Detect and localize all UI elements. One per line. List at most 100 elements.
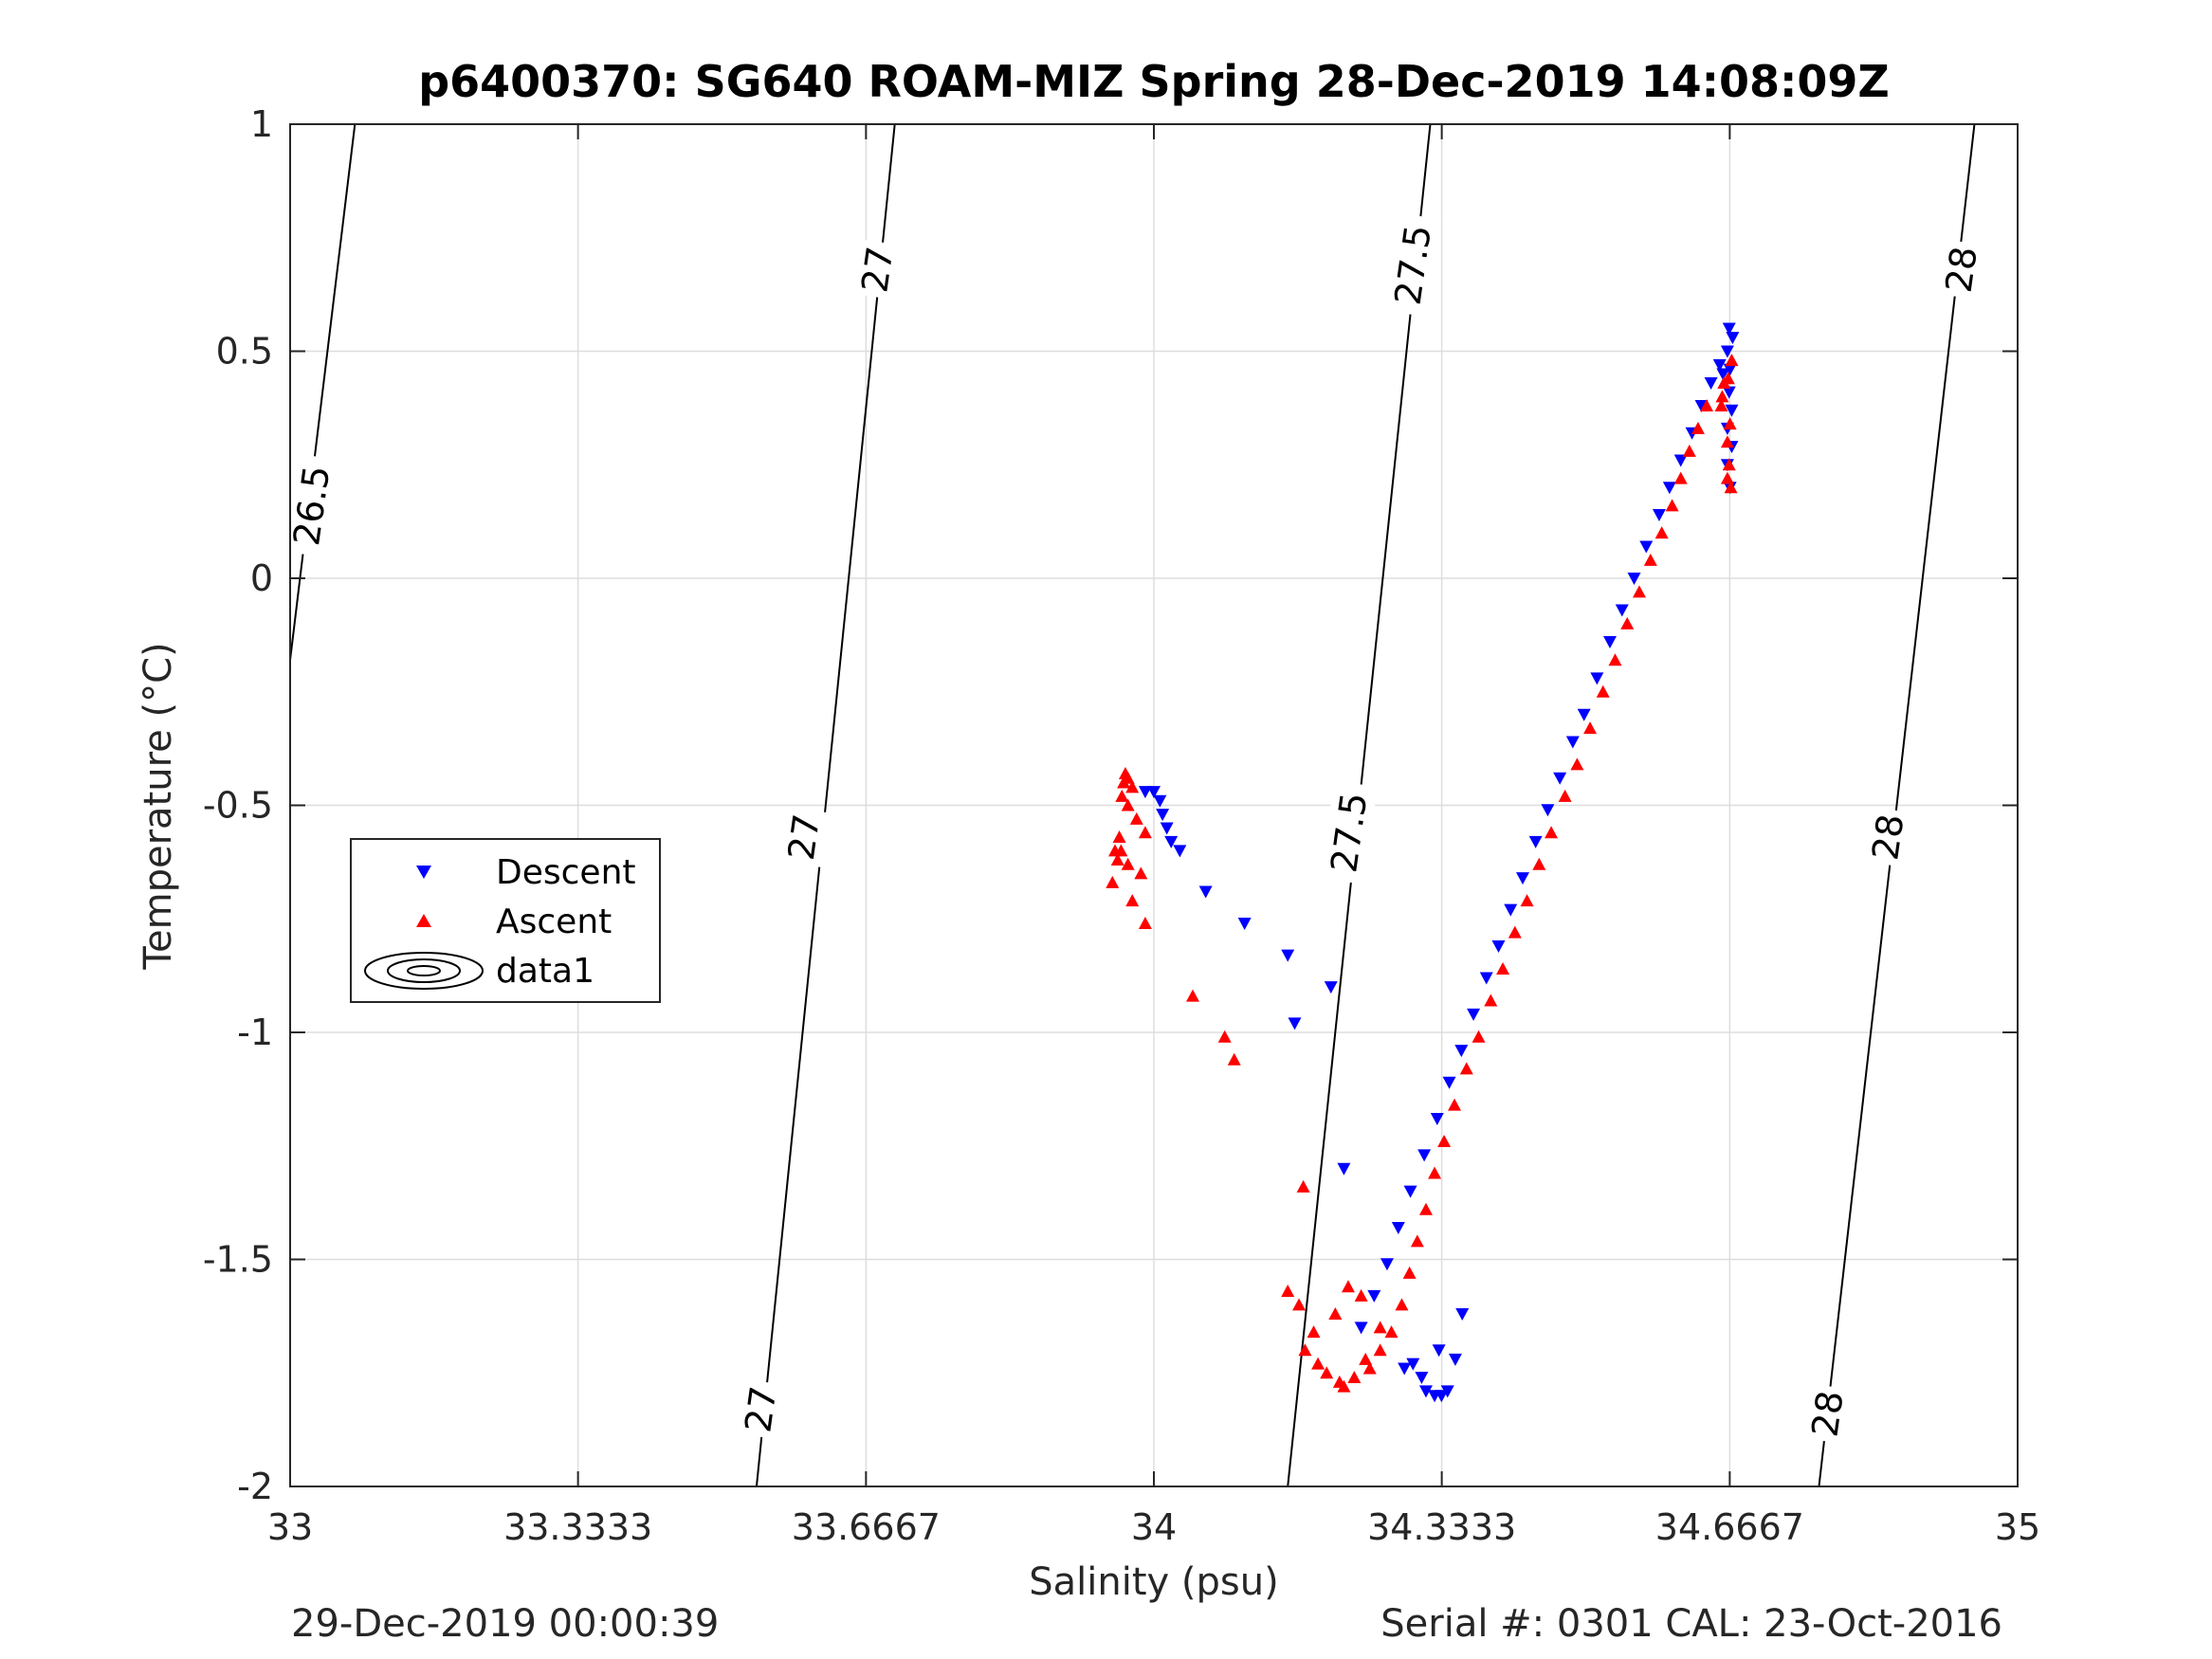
contour-label-text: 28	[1803, 1388, 1851, 1439]
contour-label-bg	[1801, 1383, 1854, 1445]
descent-point	[1138, 786, 1152, 799]
descent-point	[1354, 1322, 1368, 1335]
data-series	[1106, 322, 1740, 1403]
footer-timestamp: 29-Dec-2019 00:00:39	[291, 1602, 720, 1646]
descent-point	[1504, 903, 1518, 917]
x-tick-label: 34	[1131, 1506, 1177, 1548]
descent-point	[1415, 1372, 1429, 1385]
ascent-point	[1596, 684, 1610, 698]
x-tick-label: 33.6667	[792, 1506, 941, 1548]
ascent-point	[1347, 1371, 1362, 1384]
isopycnal-line	[1818, 123, 1976, 1487]
ascent-point	[1632, 585, 1646, 598]
ascent-point	[1129, 811, 1143, 825]
descent-point	[1391, 1221, 1405, 1234]
ascent-point	[1724, 481, 1738, 494]
x-tick-label: 35	[1995, 1506, 2040, 1548]
contour-label-bg	[1320, 780, 1378, 884]
ascent-point	[1558, 789, 1572, 802]
descent-point	[1403, 1185, 1417, 1198]
legend-ascent-marker	[416, 914, 431, 927]
descent-point	[1156, 809, 1170, 822]
x-axis-label: Salinity (psu)	[1029, 1560, 1278, 1604]
descent-point	[1147, 786, 1161, 799]
ascent-point	[1410, 1234, 1424, 1248]
ascent-point	[1341, 1280, 1355, 1293]
descent-point	[1553, 772, 1567, 785]
descent-point	[1712, 358, 1727, 372]
ascent-point	[1292, 1298, 1307, 1311]
series-ascent	[1106, 354, 1739, 1393]
legend-descent-label: Descent	[496, 853, 636, 892]
ascent-point	[1384, 1325, 1398, 1339]
descent-point	[1164, 835, 1179, 848]
ascent-point	[1395, 1298, 1409, 1311]
ascent-point	[1402, 1266, 1417, 1279]
contour-labels: 26.5 27 27 27 27.5 27.5 28 28 28	[283, 212, 1987, 1445]
contour-label-bg	[1384, 212, 1442, 318]
descent-point	[1440, 1385, 1454, 1398]
descent-point	[1704, 377, 1718, 391]
descent-point	[1448, 1353, 1462, 1366]
ascent-point	[1138, 826, 1152, 839]
descent-point	[1288, 1017, 1302, 1030]
contour-label: 28	[1862, 807, 1914, 867]
ascent-point	[1545, 826, 1559, 839]
descent-point	[1541, 804, 1555, 817]
contour-label-bg	[1862, 807, 1914, 867]
y-tick-label: -1	[237, 1012, 273, 1053]
descent-point	[1237, 918, 1252, 931]
descent-point	[1442, 1076, 1456, 1089]
ascent-point	[1717, 376, 1731, 390]
descent-point	[1455, 1307, 1470, 1321]
contour-label-bg	[778, 807, 830, 867]
ascent-point	[1484, 994, 1498, 1007]
ascent-point	[1691, 421, 1705, 434]
y-tick-label: -2	[237, 1466, 273, 1507]
descent-point	[1337, 1162, 1351, 1176]
ascent-point	[1217, 1030, 1232, 1043]
ascent-point	[1620, 616, 1635, 629]
descent-point	[1603, 636, 1618, 649]
descent-point	[1723, 363, 1737, 376]
ascent-point	[1121, 798, 1135, 811]
descent-point	[1652, 508, 1666, 521]
descent-point	[1515, 872, 1529, 885]
descent-point	[1418, 1385, 1433, 1398]
descent-point	[1627, 573, 1641, 585]
ascent-point	[1448, 1098, 1462, 1111]
contour-label: 27	[778, 807, 830, 867]
descent-point	[1153, 794, 1167, 808]
contour-label: 28	[1801, 1383, 1854, 1445]
descent-point	[1432, 1344, 1446, 1358]
descent-point	[1722, 322, 1736, 336]
descent-point	[1722, 386, 1736, 399]
ascent-point	[1508, 925, 1522, 939]
ascent-point	[1643, 553, 1657, 566]
contour-label: 27	[735, 1378, 787, 1440]
legend-box	[350, 838, 661, 1003]
ascent-point	[1112, 830, 1126, 844]
descent-point	[1716, 368, 1730, 381]
descent-point	[1528, 835, 1543, 848]
legend-ascent-label: Ascent	[496, 902, 612, 941]
ascent-point	[1337, 1379, 1351, 1393]
descent-point	[1198, 885, 1213, 899]
ascent-point	[1723, 417, 1737, 430]
ascent-point	[1520, 894, 1534, 907]
descent-point	[1590, 672, 1604, 685]
contour-label-text: 28	[1938, 244, 1985, 295]
descent-point	[1454, 1045, 1469, 1058]
ascent-point	[1472, 1030, 1486, 1043]
descent-point	[1406, 1358, 1420, 1371]
ascent-point	[1682, 444, 1696, 457]
y-tick-label: 0.5	[216, 331, 273, 373]
ascent-point	[1496, 961, 1510, 975]
isopycnal-line	[289, 123, 356, 661]
y-tick-label: -1.5	[203, 1239, 273, 1281]
ascent-point	[1725, 354, 1739, 367]
ascent-point	[1227, 1052, 1241, 1066]
contour-label-bg	[851, 239, 904, 301]
contour-label-text: 28	[1864, 811, 1911, 863]
